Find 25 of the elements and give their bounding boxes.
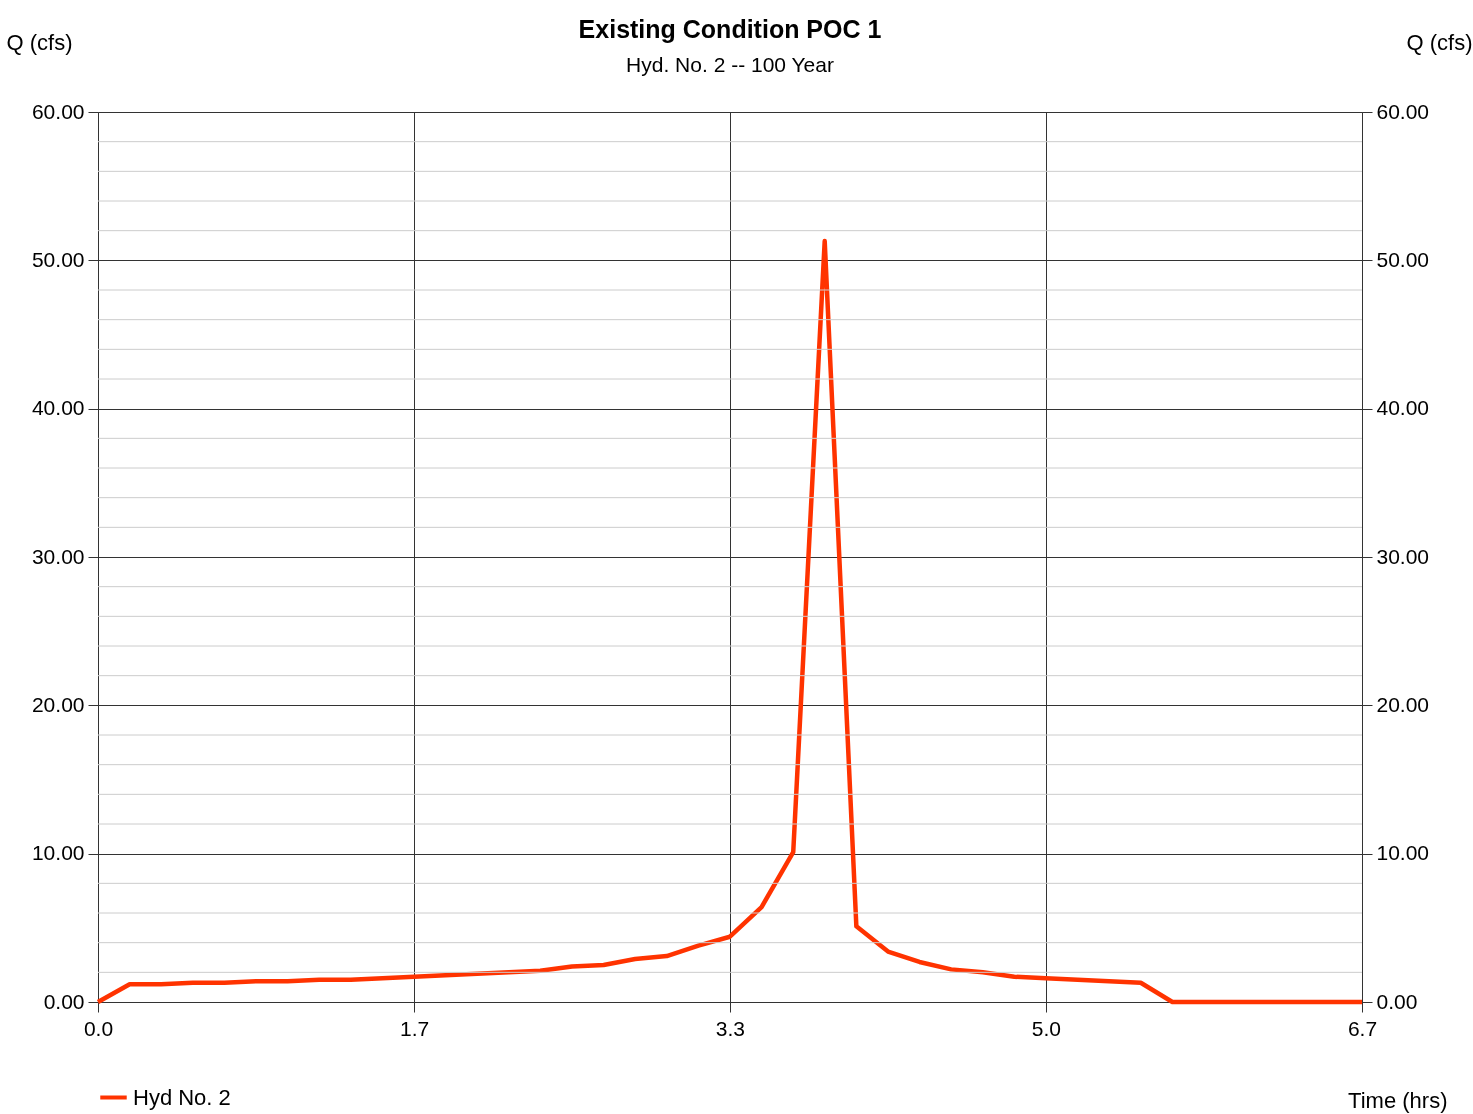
chart-title: Existing Condition POC 1: [578, 15, 882, 43]
y-tick-label: 30.00: [31, 544, 85, 568]
y2-tick-label: 0.00: [1376, 989, 1418, 1013]
legend-label: Hyd No. 2: [133, 1084, 231, 1110]
x-tick-label: 6.7: [1347, 1016, 1378, 1040]
chart-subtitle: Hyd. No. 2 -- 100 Year: [626, 53, 834, 76]
y-axis-title: Q (cfs): [6, 29, 73, 55]
x-tick-label: 3.3: [715, 1016, 746, 1040]
y-tick-label: 20.00: [31, 692, 85, 716]
y2-tick-label: 60.00: [1376, 99, 1430, 123]
x-tick-label: 5.0: [1031, 1016, 1062, 1040]
y2-axis-title: Q (cfs): [1406, 29, 1473, 55]
y2-tick-label: 10.00: [1376, 841, 1430, 865]
y-tick-label: 40.00: [31, 396, 85, 420]
y2-tick-label: 40.00: [1376, 396, 1430, 420]
x-axis-title: Time (hrs): [1348, 1087, 1448, 1113]
y2-tick-label: 20.00: [1376, 692, 1430, 716]
y2-tick-label: 50.00: [1376, 247, 1430, 271]
x-tick-label: 1.7: [399, 1016, 430, 1040]
y-tick-label: 50.00: [31, 247, 85, 271]
y-tick-label: 10.00: [31, 841, 85, 865]
y-tick-label: 0.00: [43, 989, 85, 1013]
x-tick-label: 0.0: [83, 1016, 114, 1040]
y2-tick-label: 30.00: [1376, 544, 1430, 568]
y-tick-label: 60.00: [31, 99, 85, 123]
